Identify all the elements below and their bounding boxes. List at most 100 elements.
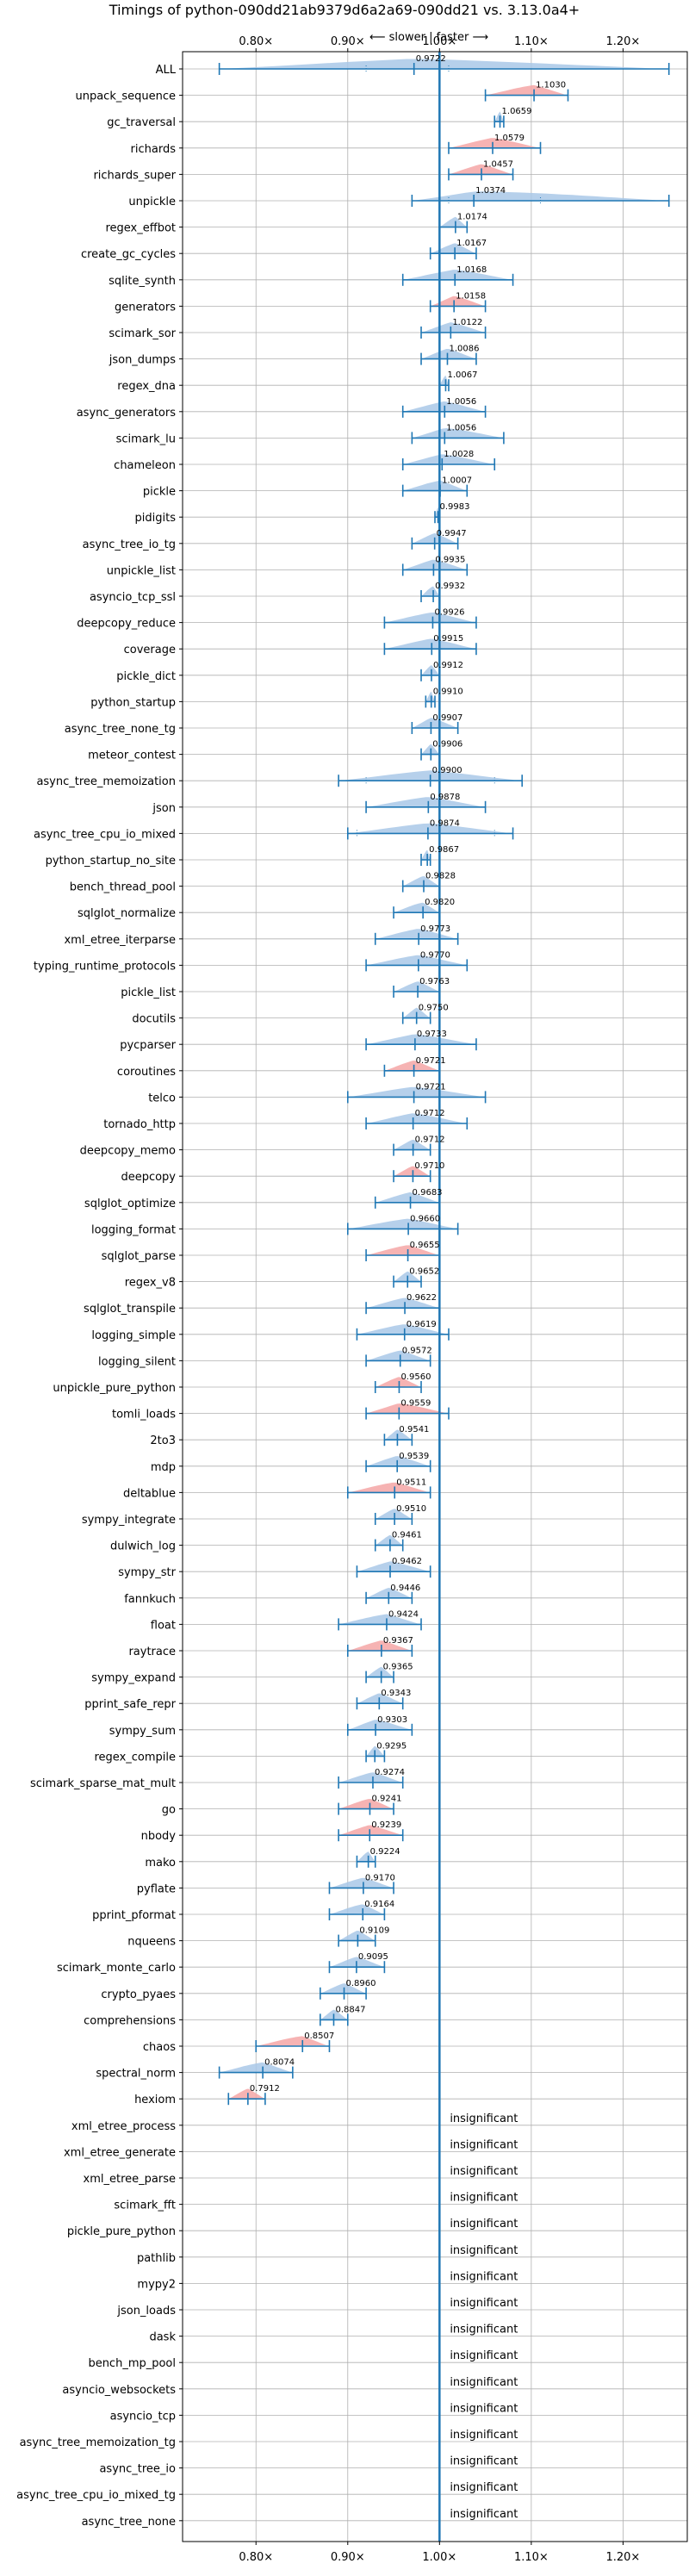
benchmark-label: unpack_sequence xyxy=(75,90,176,103)
violin-body xyxy=(412,718,456,728)
violin-body xyxy=(375,929,455,939)
value-label: 1.0158 xyxy=(456,291,486,301)
benchmark-label: pickle xyxy=(143,486,176,499)
value-label: 1.0122 xyxy=(452,318,482,327)
value-label: 0.9932 xyxy=(435,582,465,591)
violin-body xyxy=(329,1904,382,1914)
benchmark-label: sympy_expand xyxy=(91,1672,176,1685)
benchmark-label: regex_v8 xyxy=(125,1277,176,1290)
benchmark-label: asyncio_websockets xyxy=(62,2384,176,2397)
benchmark-label: async_tree_memoization_tg xyxy=(20,2436,176,2449)
value-label: 0.9109 xyxy=(359,1926,389,1936)
violin-body xyxy=(430,296,483,307)
violin-body xyxy=(347,1640,410,1651)
benchmark-label: json_loads xyxy=(116,2305,176,2318)
value-label: 0.9733 xyxy=(417,1030,447,1039)
benchmark-label: json xyxy=(152,802,176,815)
value-label: 1.0056 xyxy=(446,423,476,432)
value-label: 0.9935 xyxy=(435,555,465,564)
value-label: 1.0168 xyxy=(456,265,487,275)
insignificant-label: insignificant xyxy=(450,2112,518,2125)
violin-body xyxy=(375,1534,402,1546)
x-tick-label-top: 1.10× xyxy=(514,35,549,48)
value-label: 0.9446 xyxy=(390,1584,420,1593)
x-tick-label-top: 1.00× xyxy=(422,35,456,48)
violin-body xyxy=(366,1403,445,1414)
benchmark-label: sympy_sum xyxy=(109,1725,176,1738)
x-tick-label-top: 1.20× xyxy=(605,35,640,48)
benchmark-label: scimark_sparse_mat_mult xyxy=(30,1777,176,1790)
label-layer: 0.80× 0.80× 0.90× 0.90× 1.00× 1.00× 1.10× 1.10×… xyxy=(16,35,640,2564)
insignificant-label: insignificant xyxy=(450,2324,518,2336)
benchmark-label: richards_super xyxy=(93,169,176,182)
benchmark-label: bench_mp_pool xyxy=(88,2357,176,2370)
value-label: 0.9343 xyxy=(381,1689,411,1698)
benchmark-label: tomli_loads xyxy=(112,1409,176,1422)
chart-subtitle: ⟵ slower | faster ⟶ xyxy=(369,31,488,44)
value-label: 0.9750 xyxy=(419,1004,449,1013)
benchmark-label: crypto_pyaes xyxy=(101,1988,176,2001)
value-label: 0.9683 xyxy=(413,1188,443,1198)
violin-body xyxy=(329,1877,391,1888)
value-label: 0.8847 xyxy=(335,2005,365,2014)
violin-body xyxy=(228,2088,264,2100)
violin-body xyxy=(402,876,438,887)
benchmark-label: docutils xyxy=(132,1013,176,1026)
value-label: 0.9947 xyxy=(437,529,467,538)
value-label: 0.9910 xyxy=(433,687,463,696)
value-label: 0.9303 xyxy=(377,1715,407,1725)
value-label: 0.9365 xyxy=(383,1663,413,1672)
violin-body xyxy=(219,2062,290,2073)
benchmark-label: pickle_dict xyxy=(116,670,176,683)
benchmark-label: nbody xyxy=(141,1830,177,1843)
violin-body xyxy=(219,59,650,69)
benchmark-label: richards xyxy=(131,143,177,156)
value-label: 0.9274 xyxy=(375,1768,405,1777)
benchmark-label: deltablue xyxy=(123,1487,176,1500)
insignificant-label: insignificant xyxy=(450,2192,518,2205)
value-label: 1.0086 xyxy=(449,345,479,354)
violin-body xyxy=(375,1192,438,1203)
benchmark-label: fannkuch xyxy=(124,1593,176,1606)
violin-body xyxy=(338,770,515,781)
value-label: 0.8074 xyxy=(264,2058,295,2068)
violin-body xyxy=(425,691,435,702)
benchmark-label: async_tree_memoization xyxy=(36,775,176,788)
violin-body xyxy=(357,1851,375,1862)
value-label: 0.7912 xyxy=(250,2084,280,2094)
violin-body xyxy=(394,1166,429,1177)
benchmark-label: sqlglot_transpile xyxy=(84,1303,176,1316)
insignificant-label: insignificant xyxy=(450,2165,518,2178)
insignificant-label: insignificant xyxy=(450,2481,518,2494)
value-label: 0.9820 xyxy=(425,898,455,907)
benchmark-label: pycparser xyxy=(120,1039,176,1052)
benchmark-label: dulwich_log xyxy=(110,1540,176,1553)
value-label: 1.0167 xyxy=(456,239,487,248)
value-label: 0.9560 xyxy=(400,1372,431,1382)
violin-body xyxy=(439,216,466,227)
benchmark-label: pickle_pure_python xyxy=(67,2225,176,2238)
violin-body xyxy=(421,322,483,333)
violin-body xyxy=(357,1561,428,1572)
benchmark-label: asyncio_tcp xyxy=(110,2410,176,2423)
benchmark-label: logging_simple xyxy=(91,1329,176,1342)
violin-body xyxy=(394,902,438,913)
benchmark-label: telco xyxy=(148,1092,176,1104)
violin-body xyxy=(494,111,504,122)
violin-body xyxy=(338,1931,374,1941)
value-label: 0.9510 xyxy=(396,1504,426,1514)
benchmark-label: async_generators xyxy=(77,407,177,420)
violin-body xyxy=(366,1666,393,1677)
insignificant-label: insignificant xyxy=(450,2244,518,2257)
violin-body xyxy=(357,1324,445,1335)
violin-body xyxy=(394,1271,420,1282)
benchmark-label: async_tree_cpu_io_mixed xyxy=(34,828,176,841)
insignificant-label: insignificant xyxy=(450,2376,518,2389)
value-label: 0.9770 xyxy=(420,950,450,960)
value-label: 1.0579 xyxy=(494,134,525,143)
benchmark-label: hexiom xyxy=(134,2094,176,2106)
benchmark-label: pyflate xyxy=(137,1882,176,1895)
violin-body xyxy=(449,164,511,175)
